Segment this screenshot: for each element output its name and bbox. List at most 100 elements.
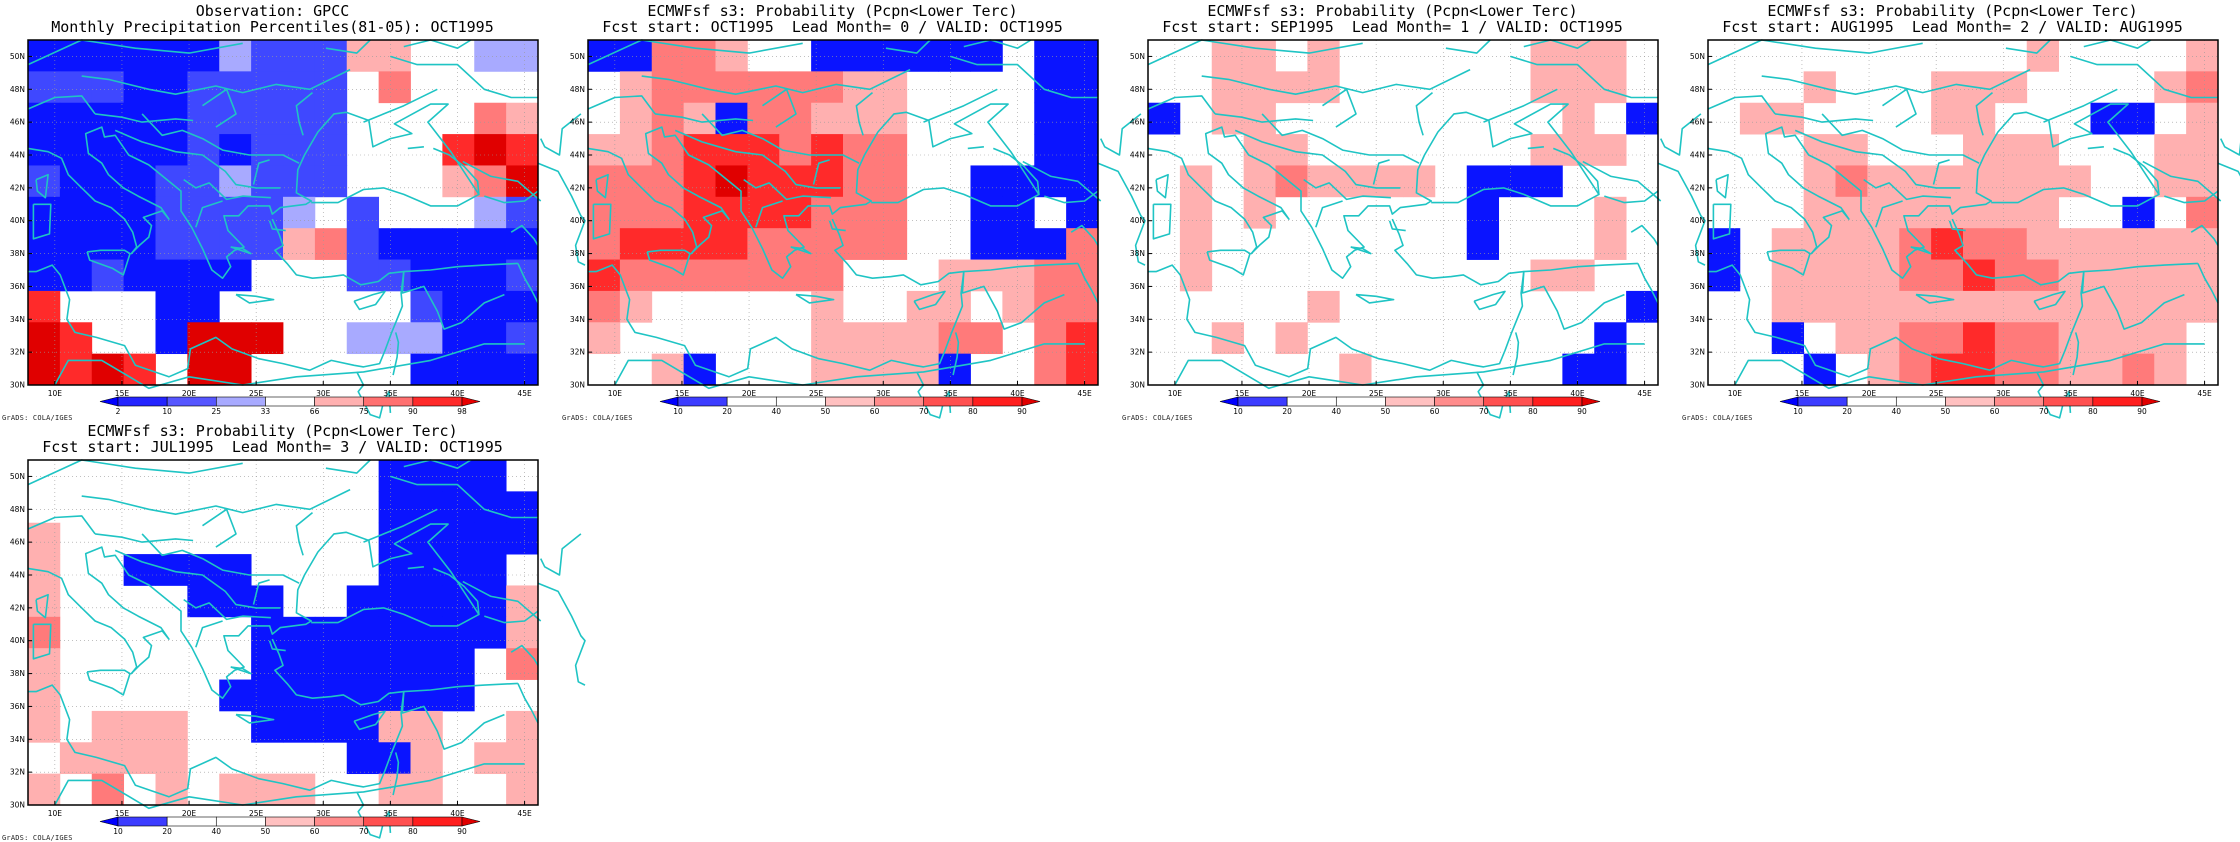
colorbar-label: 10 [673, 407, 683, 416]
grid-cell [251, 40, 284, 72]
grid-cell [651, 228, 685, 260]
colorbar-label: 2 [116, 407, 121, 416]
colorbar-segment [1335, 396, 1386, 407]
colorbar-label: 10 [1793, 407, 1803, 416]
grid-cell [187, 196, 220, 229]
grid-cell [1867, 228, 1900, 260]
y-tick-label: 36N [10, 702, 25, 711]
coastline [1707, 39, 1923, 66]
x-tick-label: 30E [316, 809, 331, 818]
grid-cell [378, 742, 411, 775]
colorbar-label: 80 [968, 407, 978, 416]
grid-cell [378, 228, 411, 260]
coastline [2219, 138, 2240, 156]
grid-cell [651, 71, 685, 104]
grid-cell [715, 259, 748, 292]
coastline [432, 567, 480, 615]
y-tick-label: 42N [10, 603, 25, 612]
coastline [81, 68, 351, 96]
y-tick-label: 30N [10, 381, 25, 390]
panel-lead-0: ECMWFsf s3: Probability (Pcpn<Lower Terc… [560, 0, 1146, 422]
coastline [2217, 162, 2240, 177]
grid-cell [283, 228, 316, 260]
colorbar-arrow-high [461, 816, 481, 827]
panel-title-line1: ECMWFsf s3: Probability (Pcpn<Lower Terc… [647, 2, 1018, 20]
coastline [35, 593, 49, 619]
grid-cell [843, 322, 876, 355]
grid-cell [843, 165, 876, 198]
coastline [1975, 91, 1994, 136]
grid-cell [442, 679, 475, 712]
coastline [885, 39, 931, 54]
coastline [2164, 190, 2219, 204]
y-tick-label: 34N [1130, 315, 1145, 324]
grid-cell [378, 40, 411, 72]
coastline [141, 533, 300, 584]
coastline [1863, 178, 1951, 201]
coastline [252, 579, 270, 605]
grid-cell [59, 40, 93, 72]
grid-cell [474, 522, 507, 555]
coastline [1775, 113, 1874, 123]
y-tick-label: 32N [10, 768, 25, 777]
colorbar-segment [1846, 396, 1897, 407]
coastline [1022, 160, 1102, 202]
grid-cell [1994, 290, 2028, 323]
grid-cell [506, 773, 539, 806]
colorbar-segment [363, 816, 414, 827]
grid-cell [378, 460, 411, 492]
grid-cell [155, 40, 188, 72]
coastline [701, 113, 860, 164]
colorbar-segment [1945, 396, 1995, 407]
grid-cell [2154, 322, 2187, 355]
grid-cell [28, 165, 61, 198]
panel-lead-3: ECMWFsf s3: Probability (Pcpn<Lower Terc… [0, 420, 586, 842]
y-tick-label: 44N [1690, 151, 1705, 160]
coastline [353, 710, 386, 731]
grid-cell [219, 773, 252, 806]
grid-cell [1066, 353, 1099, 386]
grid-cell [2186, 290, 2219, 323]
grid-cell [59, 322, 93, 355]
grid-cell [1034, 102, 1067, 135]
coastline [484, 610, 539, 624]
coastline [967, 146, 984, 150]
coastline [1155, 173, 1169, 199]
grid-cell [1803, 259, 1836, 292]
panel-title-line2: Monthly Precipitation Percentiles(81-05)… [51, 18, 494, 36]
x-tick-label: 25E [249, 809, 264, 818]
x-tick-label: 35E [943, 389, 958, 398]
grid-cell [187, 165, 220, 198]
x-tick-label: 35E [383, 389, 398, 398]
grid-cell [1307, 290, 1340, 323]
grid-cell [410, 491, 443, 524]
coastline [2087, 146, 2104, 150]
y-tick-label: 38N [1690, 249, 1705, 258]
grid-cell [1034, 40, 1067, 72]
colorbar-arrow-high [1021, 396, 1041, 407]
grid-cell [219, 102, 252, 135]
grid-cell [1994, 322, 2028, 355]
grid-cell [346, 40, 380, 72]
grid-cell [410, 522, 443, 555]
y-tick-label: 42N [1130, 183, 1145, 192]
x-tick-label: 35E [2063, 389, 2078, 398]
colorbar-segment [1797, 396, 1848, 407]
coastline [403, 39, 472, 49]
grid-cell [651, 134, 685, 166]
y-tick-label: 32N [10, 348, 25, 357]
coastline [913, 290, 946, 311]
colorbar-arrow-low [1219, 396, 1239, 407]
grid-cell [747, 196, 780, 229]
grid-cell [59, 353, 93, 386]
grid-cell [314, 71, 348, 104]
grid-cell [715, 40, 748, 72]
colorbar-label: 50 [821, 407, 831, 416]
x-tick-label: 15E [1235, 389, 1250, 398]
coastline [510, 224, 539, 246]
grid-cell [874, 353, 908, 386]
colorbar-label: 66 [310, 407, 320, 416]
grid-cell [314, 134, 348, 166]
coastline [230, 666, 252, 675]
coastline [141, 113, 300, 164]
